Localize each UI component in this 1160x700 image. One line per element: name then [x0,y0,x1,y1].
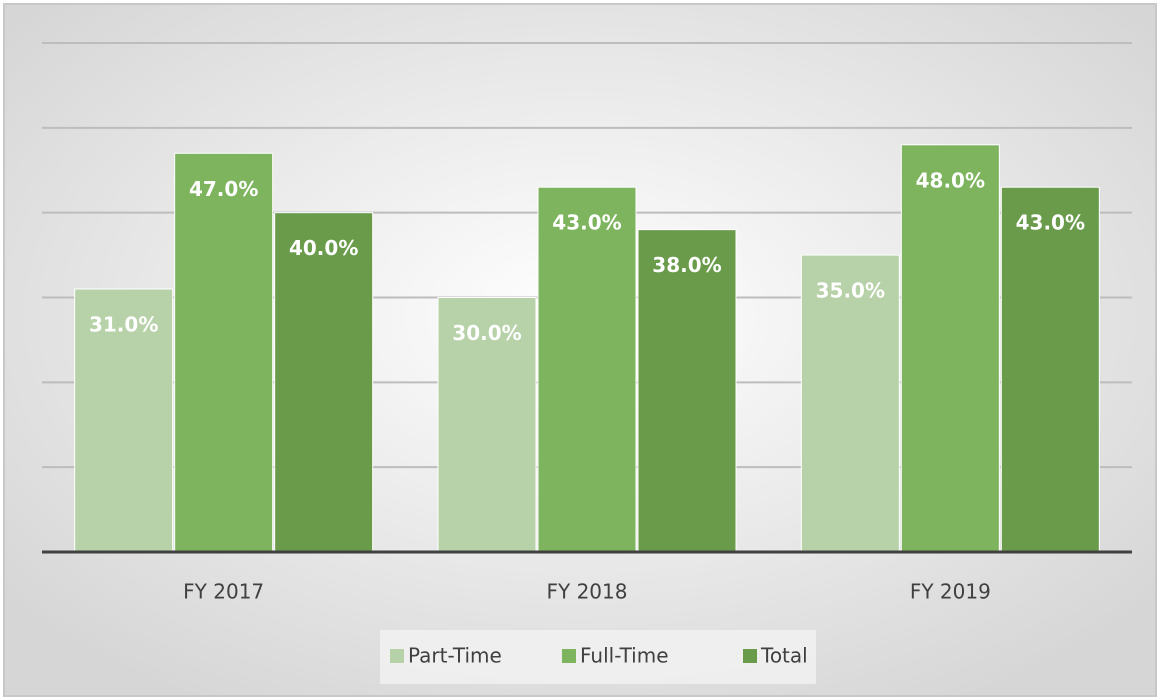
x-tick-label: FY 2019 [910,580,991,604]
bar [900,144,1000,553]
x-tick-label: FY 2017 [183,580,264,604]
legend-swatch [743,649,757,663]
legend-label: Full-Time [580,644,669,668]
legend-swatch [390,649,404,663]
data-label: 40.0% [289,236,358,260]
bar [174,152,274,553]
data-label: 30.0% [452,321,521,345]
bar [1000,186,1100,553]
bar [537,186,637,553]
bar [274,212,374,553]
bar [74,288,174,553]
x-tick-label: FY 2018 [547,580,628,604]
data-label: 48.0% [916,168,985,192]
legend-swatch [562,649,576,663]
legend-label: Part-Time [408,644,502,668]
bar [800,254,900,553]
legend-label: Total [760,644,808,668]
data-label: 35.0% [816,279,885,303]
bar [637,229,737,553]
data-label: 31.0% [89,313,158,337]
data-label: 38.0% [652,253,721,277]
data-label: 47.0% [189,177,258,201]
data-label: 43.0% [1016,211,1085,235]
data-label: 43.0% [552,211,621,235]
